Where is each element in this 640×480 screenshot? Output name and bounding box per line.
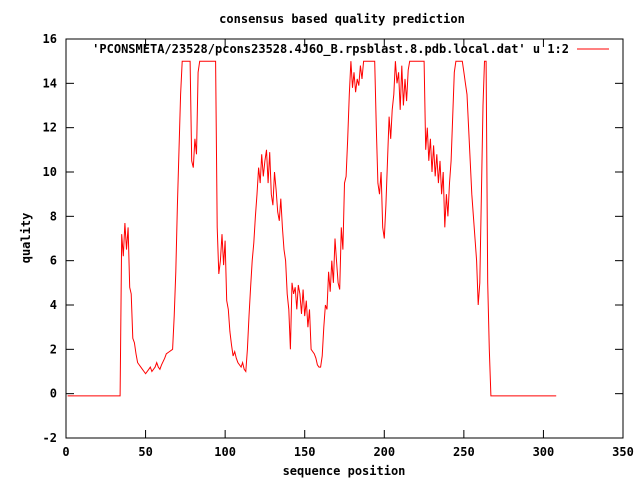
x-tick-label: 150 [294,445,316,459]
series-line [67,60,557,397]
legend-label: 'PCONSMETA/23528/pcons23528.4J6O_B.rpsbl… [92,42,569,57]
y-tick-label: 0 [50,387,57,401]
x-tick-label: 0 [62,445,69,459]
plot-area [67,60,557,397]
y-tick-label: -2 [43,431,57,445]
y-axis-label: quality [19,213,33,264]
y-tick-label: 12 [43,121,57,135]
x-tick-label: 50 [138,445,152,459]
chart-title: consensus based quality prediction [219,12,465,26]
y-tick-label: 10 [43,165,57,179]
plot-frame [65,38,624,439]
x-tick-label: 300 [533,445,555,459]
y-tick-label: 8 [50,209,57,223]
y-tick-label: 2 [50,342,57,356]
y-tick-label: 6 [50,254,57,268]
x-axis-label: sequence position [283,464,406,478]
x-tick-label: 100 [214,445,236,459]
y-tick-label: 16 [43,32,57,46]
y-tick-label: 4 [50,298,57,312]
x-tick-label: 350 [612,445,634,459]
y-tick-label: 14 [43,76,57,90]
axis-ticks: 0 50 100 150 200 250 300 350 -2 0 2 4 6 8 10 12 14 16 [43,32,634,459]
x-tick-label: 250 [453,445,475,459]
legend: 'PCONSMETA/23528/pcons23528.4J6O_B.rpsbl… [92,42,609,57]
x-tick-label: 200 [373,445,395,459]
